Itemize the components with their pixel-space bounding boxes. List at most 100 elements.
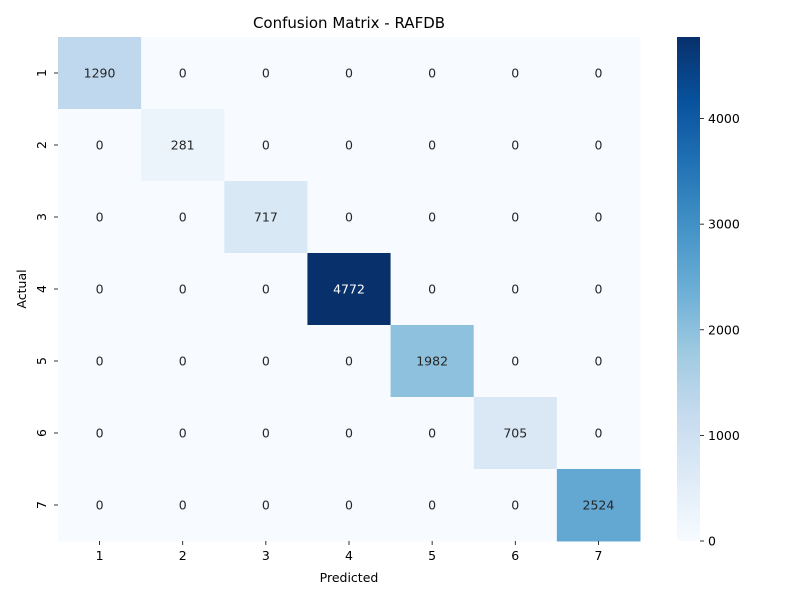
colorbar: [677, 37, 700, 541]
heatmap-cell-r4-c7: [556, 253, 641, 326]
heatmap-cell-r1-c6: [473, 37, 558, 110]
heatmap-cell-r6-c1: [58, 397, 142, 470]
heatmap-cell-r2-c7: [556, 109, 641, 182]
cell-value-r6-c1: 0: [96, 426, 104, 441]
cell-value-r1-c4: 0: [345, 66, 353, 81]
heatmap-cell-r4-c2: [141, 253, 225, 326]
heatmap-cell-r5-c6: [473, 325, 558, 398]
x-tick-label: 6: [511, 548, 519, 563]
heatmap-cell-r7-c7: [556, 469, 641, 542]
heatmap-cell-r5-c3: [224, 325, 308, 398]
cell-value-r1-c2: 0: [179, 66, 187, 81]
cell-value-r3-c3: 717: [254, 210, 278, 225]
cell-value-r2-c3: 0: [262, 138, 270, 153]
cell-value-r4-c4: 4772: [333, 282, 365, 297]
cell-value-r2-c7: 0: [594, 138, 602, 153]
heatmap-cell-r4-c4: [307, 253, 392, 326]
cell-value-r2-c6: 0: [511, 138, 519, 153]
colorbar-tick-label: 1000: [708, 428, 740, 443]
cell-value-r7-c7: 2524: [583, 498, 615, 513]
colorbar-tick-label: 4000: [708, 111, 740, 126]
heatmap-cells: [58, 37, 641, 542]
heatmap-cell-r4-c6: [473, 253, 558, 326]
heatmap-cell-r6-c7: [556, 397, 641, 470]
y-tick-label: 7: [34, 501, 49, 509]
cell-value-r6-c4: 0: [345, 426, 353, 441]
heatmap-cell-r1-c2: [141, 37, 225, 110]
heatmap-cell-r2-c6: [473, 109, 558, 182]
cell-value-r3-c4: 0: [345, 210, 353, 225]
heatmap-cell-r6-c5: [390, 397, 475, 470]
colorbar-tick-label: 2000: [708, 322, 740, 337]
cell-value-r5-c3: 0: [262, 354, 270, 369]
chart-title: Confusion Matrix - RAFDB: [253, 14, 445, 32]
cell-value-r6-c6: 705: [503, 426, 527, 441]
heatmap-cell-r6-c2: [141, 397, 225, 470]
cell-value-r7-c6: 0: [511, 498, 519, 513]
heatmap-cell-r7-c2: [141, 469, 225, 542]
y-tick-label: 4: [34, 285, 49, 293]
heatmap-cell-r2-c4: [307, 109, 392, 182]
cell-value-r2-c2: 281: [171, 138, 195, 153]
heatmap-cell-r3-c1: [58, 181, 142, 254]
cell-value-r5-c7: 0: [594, 354, 602, 369]
cell-value-r7-c2: 0: [179, 498, 187, 513]
heatmap-cell-r5-c4: [307, 325, 392, 398]
heatmap-cell-r7-c4: [307, 469, 392, 542]
cell-value-r5-c1: 0: [96, 354, 104, 369]
cell-value-r2-c1: 0: [96, 138, 104, 153]
heatmap-cell-r7-c5: [390, 469, 475, 542]
y-axis-ticks: 1 2 3 4 5 6 7: [34, 69, 58, 509]
cell-value-r4-c2: 0: [179, 282, 187, 297]
y-tick-label: 1: [34, 69, 49, 77]
cell-value-r6-c2: 0: [179, 426, 187, 441]
cell-value-r1-c6: 0: [511, 66, 519, 81]
y-axis-label: Actual: [14, 269, 29, 308]
cell-value-r4-c3: 0: [262, 282, 270, 297]
heatmap-cell-r6-c6: [473, 397, 558, 470]
cell-value-r2-c5: 0: [428, 138, 436, 153]
colorbar-tick-label: 0: [708, 534, 716, 549]
heatmap-cell-r5-c1: [58, 325, 142, 398]
cell-value-r3-c6: 0: [511, 210, 519, 225]
y-tick-label: 6: [34, 429, 49, 437]
cell-value-r4-c6: 0: [511, 282, 519, 297]
heatmap-cell-r3-c3: [224, 181, 308, 254]
colorbar-ticks: 0 1000 2000 3000 4000: [700, 111, 740, 549]
heatmap-cell-labels: 1290 0 0 0 0 0 0 0 281 0 0 0 0 0 0 0 717 0 0 0 0 0 0 0 4772 0 0 0 0 0…: [84, 66, 615, 513]
x-tick-label: 5: [428, 548, 436, 563]
cell-value-r3-c5: 0: [428, 210, 436, 225]
cell-value-r1-c7: 0: [594, 66, 602, 81]
heatmap-cell-r2-c3: [224, 109, 308, 182]
x-tick-label: 3: [262, 548, 270, 563]
heatmap-cell-r3-c5: [390, 181, 475, 254]
heatmap-cell-r7-c3: [224, 469, 308, 542]
heatmap-cell-r7-c6: [473, 469, 558, 542]
y-tick-label: 2: [34, 141, 49, 149]
heatmap-cell-r7-c1: [58, 469, 142, 542]
heatmap-cell-r1-c4: [307, 37, 392, 110]
y-tick-label: 5: [34, 357, 49, 365]
cell-value-r3-c2: 0: [179, 210, 187, 225]
cell-value-r7-c1: 0: [96, 498, 104, 513]
heatmap-cell-r2-c2: [141, 109, 225, 182]
heatmap-cell-r1-c7: [556, 37, 641, 110]
heatmap-cell-r1-c1: [58, 37, 142, 110]
cell-value-r6-c3: 0: [262, 426, 270, 441]
cell-value-r4-c5: 0: [428, 282, 436, 297]
heatmap-cell-r4-c1: [58, 253, 142, 326]
x-tick-label: 4: [345, 548, 353, 563]
heatmap-cell-r6-c4: [307, 397, 392, 470]
cell-value-r1-c3: 0: [262, 66, 270, 81]
cell-value-r1-c1: 1290: [84, 66, 116, 81]
heatmap-cell-r4-c5: [390, 253, 475, 326]
cell-value-r7-c3: 0: [262, 498, 270, 513]
cell-value-r5-c2: 0: [179, 354, 187, 369]
cell-value-r4-c1: 0: [96, 282, 104, 297]
x-axis-ticks: 1 2 3 4 5 6 7: [96, 541, 602, 563]
heatmap-cell-r4-c3: [224, 253, 308, 326]
cell-value-r2-c4: 0: [345, 138, 353, 153]
heatmap-cell-r3-c7: [556, 181, 641, 254]
cell-value-r7-c5: 0: [428, 498, 436, 513]
